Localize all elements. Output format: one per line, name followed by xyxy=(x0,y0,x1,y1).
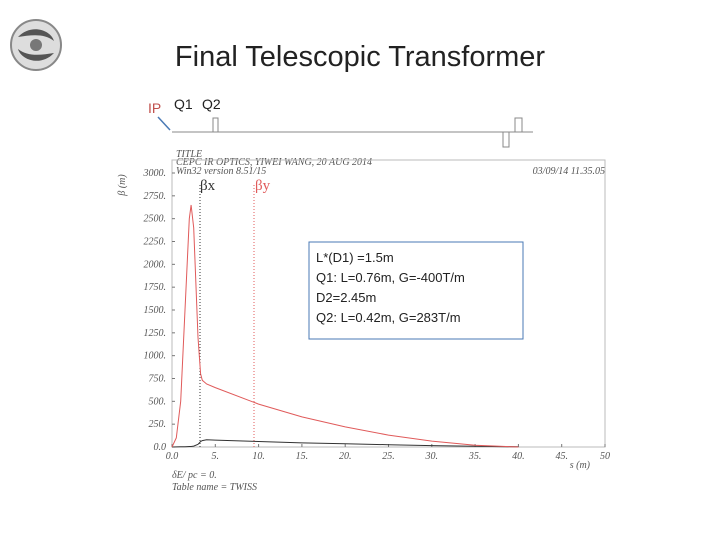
slide-title: Final Telescopic Transformer xyxy=(175,41,546,73)
footer-text: δE/ pc = 0. xyxy=(172,470,217,481)
annotation-line: D2=2.45m xyxy=(316,290,376,305)
x-tick-label: 25. xyxy=(382,451,395,462)
header-text: TITLE xyxy=(176,149,202,160)
x-axis-label: s (m) xyxy=(570,460,591,471)
annotation-line: Q1: L=0.76m, G=-400T/m xyxy=(316,270,465,285)
annotation-line: Q2: L=0.42m, G=283T/m xyxy=(316,310,461,325)
ip-label: IP xyxy=(148,100,161,116)
y-tick-label: 750. xyxy=(149,374,167,385)
beamline xyxy=(157,116,533,148)
x-tick-label: 30. xyxy=(425,451,439,462)
y-tick-label: 2750. xyxy=(144,191,167,202)
x-tick-label: 0.0 xyxy=(166,451,179,462)
y-tick-label: 2000. xyxy=(144,259,167,270)
y-tick-label: 1750. xyxy=(144,282,167,293)
y-tick-label: 1250. xyxy=(144,328,167,339)
annotation-line: L*(D1) =1.5m xyxy=(316,250,394,265)
y-tick-label: 1000. xyxy=(144,351,167,362)
beta-line xyxy=(171,439,519,448)
x-tick-label: 15. xyxy=(296,451,309,462)
x-tick-label: 45. xyxy=(555,451,568,462)
plot: 0.0 250. 500. 750. 1000. 1250. 1500. 1750. 2000.… xyxy=(143,168,611,462)
header-text: CEPC IR OPTICS, YIWEI WANG, 20 AUG 2014 xyxy=(176,157,372,168)
x-tick-label: 5. xyxy=(212,451,220,462)
y-tick-label: 500. xyxy=(149,396,167,407)
y-tick-label: 1500. xyxy=(144,305,167,316)
y-tick-label: 2250. xyxy=(144,237,167,248)
q1-label: Q1 xyxy=(174,96,193,112)
x-tick-label: 20. xyxy=(339,451,352,462)
x-tick-label: 10. xyxy=(252,451,265,462)
y-tick-label: 3000. xyxy=(143,168,167,179)
y-tick-label: 0.0 xyxy=(154,442,167,453)
y-tick-label: 250. xyxy=(149,419,167,430)
y-axis-label: β (m) xyxy=(117,174,128,197)
q2-label: Q2 xyxy=(202,96,221,112)
beta-line xyxy=(171,204,519,448)
legend-label: βy xyxy=(255,178,271,194)
legend-label: βx xyxy=(200,178,216,194)
footer-text: Table name = TWISS xyxy=(172,482,257,493)
y-tick-label: 2500. xyxy=(144,214,167,225)
x-tick-label: 35. xyxy=(468,451,482,462)
x-tick-label: 40. xyxy=(512,451,525,462)
logo xyxy=(10,19,62,71)
annotation-box xyxy=(308,241,524,340)
x-tick-label: 50 xyxy=(600,451,610,462)
header-text: 03/09/14 11.35.05 xyxy=(533,166,605,177)
header-text: Win32 version 8.51/15 xyxy=(176,166,266,177)
